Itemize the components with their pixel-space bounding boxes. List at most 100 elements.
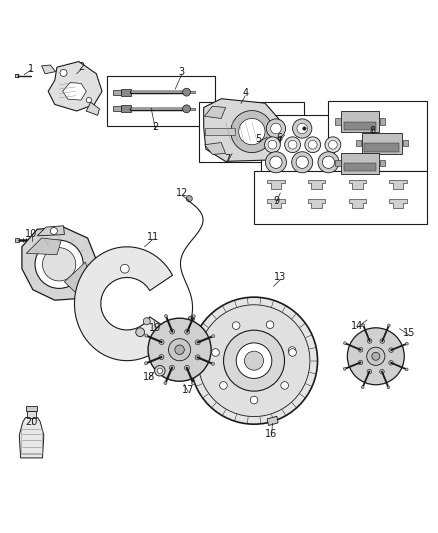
Circle shape [361, 386, 364, 389]
Polygon shape [261, 115, 353, 185]
Circle shape [212, 362, 215, 366]
Circle shape [191, 382, 195, 385]
Circle shape [292, 152, 313, 173]
Circle shape [86, 98, 92, 103]
Text: 1: 1 [28, 63, 34, 74]
Circle shape [266, 321, 274, 328]
Polygon shape [199, 102, 304, 162]
Bar [27, 411, 36, 418]
Circle shape [271, 123, 281, 134]
Circle shape [212, 335, 215, 338]
Text: 18: 18 [143, 372, 155, 382]
Polygon shape [267, 180, 285, 189]
Circle shape [143, 318, 150, 325]
Polygon shape [328, 101, 427, 171]
Circle shape [183, 88, 191, 96]
Circle shape [296, 156, 308, 168]
Text: 10: 10 [25, 229, 38, 239]
Circle shape [188, 316, 194, 322]
Circle shape [268, 140, 277, 149]
Circle shape [148, 318, 211, 381]
Text: 11: 11 [147, 232, 159, 242]
Circle shape [236, 343, 272, 378]
Bar [15, 74, 18, 77]
Polygon shape [356, 140, 361, 147]
Polygon shape [344, 122, 376, 130]
Circle shape [358, 360, 363, 365]
Circle shape [195, 340, 200, 345]
Circle shape [322, 156, 335, 168]
Circle shape [328, 140, 337, 149]
Circle shape [288, 140, 297, 149]
Text: 17: 17 [182, 385, 194, 395]
Text: 9: 9 [273, 196, 279, 206]
Circle shape [318, 152, 339, 173]
Circle shape [406, 342, 408, 345]
Polygon shape [64, 262, 90, 293]
Bar [113, 90, 121, 95]
Polygon shape [336, 118, 341, 125]
Circle shape [157, 368, 162, 374]
Polygon shape [48, 61, 102, 111]
Circle shape [198, 305, 310, 417]
Circle shape [195, 355, 200, 360]
Polygon shape [364, 143, 399, 152]
Bar [26, 406, 37, 411]
Circle shape [358, 348, 363, 352]
Circle shape [232, 322, 240, 329]
Circle shape [303, 127, 306, 130]
Circle shape [170, 329, 175, 334]
Polygon shape [37, 226, 64, 236]
Circle shape [289, 349, 297, 356]
Circle shape [343, 367, 346, 370]
Bar [121, 88, 131, 96]
Circle shape [305, 137, 321, 152]
Circle shape [219, 382, 227, 389]
Circle shape [367, 347, 385, 366]
Text: 14: 14 [351, 321, 363, 330]
Polygon shape [205, 106, 226, 118]
Circle shape [169, 338, 191, 361]
Circle shape [244, 351, 264, 370]
Circle shape [164, 382, 167, 385]
Polygon shape [362, 133, 402, 154]
Text: 13: 13 [274, 272, 286, 282]
Circle shape [285, 137, 300, 152]
Circle shape [405, 368, 408, 371]
Circle shape [266, 119, 286, 138]
Text: 4: 4 [242, 88, 248, 99]
Text: 19: 19 [149, 323, 162, 333]
Polygon shape [267, 199, 285, 208]
Polygon shape [86, 102, 99, 115]
Circle shape [215, 108, 223, 115]
Circle shape [265, 137, 280, 152]
Text: 3: 3 [179, 68, 185, 77]
Circle shape [60, 69, 67, 76]
Circle shape [155, 366, 165, 376]
Polygon shape [267, 416, 278, 425]
Circle shape [185, 329, 190, 334]
Circle shape [184, 365, 189, 370]
Circle shape [389, 360, 393, 365]
Circle shape [136, 328, 145, 336]
Circle shape [297, 123, 307, 134]
Circle shape [35, 240, 83, 288]
Polygon shape [63, 83, 86, 100]
Circle shape [183, 105, 191, 113]
Circle shape [239, 118, 265, 145]
Circle shape [288, 346, 296, 354]
Bar [121, 106, 131, 112]
Bar [131, 108, 183, 110]
Circle shape [145, 362, 148, 365]
Polygon shape [308, 180, 325, 189]
Polygon shape [379, 118, 385, 125]
Circle shape [293, 119, 312, 138]
Polygon shape [389, 180, 407, 189]
Text: 5: 5 [255, 134, 261, 144]
Polygon shape [308, 199, 325, 208]
Circle shape [367, 338, 372, 343]
Text: 16: 16 [265, 429, 278, 439]
Text: 8: 8 [369, 126, 375, 136]
Bar [113, 106, 121, 111]
Text: 2: 2 [152, 122, 159, 132]
